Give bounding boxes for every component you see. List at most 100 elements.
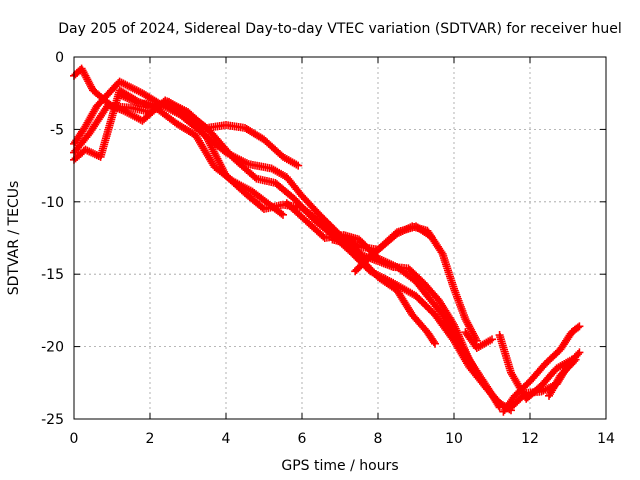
data-point: [159, 100, 168, 109]
data-point: [420, 324, 429, 333]
data-point: [554, 375, 563, 384]
series-track-8: [351, 222, 481, 345]
data-point: [132, 98, 141, 107]
data-point: [570, 357, 579, 366]
x-tick-label: 8: [374, 431, 383, 447]
grid: [74, 57, 606, 419]
data-point: [200, 130, 209, 139]
data-point: [355, 248, 364, 257]
data-point: [359, 258, 368, 267]
x-tick-label: 12: [521, 431, 539, 447]
y-tick-label: -15: [41, 267, 64, 283]
data-point: [486, 336, 495, 345]
data-points: [70, 64, 584, 416]
data-point: [298, 213, 307, 222]
data-point: [341, 239, 350, 248]
data-point: [492, 397, 501, 406]
data-point: [169, 116, 178, 125]
data-point: [406, 307, 415, 316]
data-point: [428, 307, 437, 316]
data-point: [436, 246, 445, 255]
data-point: [573, 323, 582, 332]
data-point: [568, 358, 577, 367]
data-point: [428, 336, 437, 345]
data-point: [269, 178, 278, 187]
data-point: [534, 384, 543, 393]
data-point: [242, 159, 251, 168]
series-track-5: [115, 90, 439, 348]
data-point: [371, 269, 380, 278]
data-point: [387, 262, 396, 271]
y-tick-label: -10: [41, 195, 64, 211]
data-point: [572, 324, 581, 333]
data-point: [494, 398, 503, 407]
data-point: [101, 104, 110, 113]
data-point: [295, 203, 304, 212]
data-point: [265, 164, 274, 173]
series-track-11: [495, 331, 576, 403]
data-point: [478, 377, 487, 386]
data-point: [287, 192, 296, 201]
axis-ticks: 0 2 4 6 8 10 12 14 0 -5 -10 -15 -20 -25: [41, 50, 615, 447]
data-point: [553, 348, 562, 357]
data-point: [87, 82, 96, 91]
chart-title: Day 205 of 2024, Sidereal Day-to-day VTE…: [58, 21, 621, 37]
data-point: [449, 282, 458, 291]
data-point: [249, 171, 258, 180]
data-point: [372, 256, 381, 265]
x-tick-label: 4: [222, 431, 231, 447]
data-point: [506, 366, 515, 375]
series-track-3: [70, 96, 515, 415]
data-point: [549, 367, 558, 376]
data-point: [237, 186, 246, 195]
data-point: [112, 80, 121, 89]
data-point: [573, 350, 582, 359]
data-point: [402, 264, 411, 273]
data-point: [188, 129, 197, 138]
data-point: [203, 125, 212, 134]
data-point: [78, 148, 87, 157]
series-track-13: [545, 355, 580, 400]
data-point: [389, 283, 398, 292]
data-point: [292, 160, 301, 169]
data-point: [82, 133, 91, 142]
data-point: [317, 231, 326, 240]
data-point: [79, 125, 88, 134]
data-point: [522, 380, 531, 389]
data-point: [275, 208, 284, 217]
data-point: [432, 293, 441, 302]
y-tick-label: -25: [41, 412, 64, 428]
data-point: [470, 340, 479, 349]
x-tick-label: 6: [298, 431, 307, 447]
data-point: [374, 245, 383, 254]
series-track-6: [282, 199, 504, 412]
data-point: [460, 313, 469, 322]
data-point: [256, 202, 265, 211]
x-tick-label: 10: [445, 431, 463, 447]
data-point: [90, 105, 99, 114]
x-tick-label: 2: [146, 431, 155, 447]
y-axis-label: SDTVAR / TECUs: [6, 181, 22, 296]
y-tick-label: -20: [41, 340, 64, 356]
data-point: [277, 209, 286, 218]
data-point: [420, 288, 429, 297]
data-point: [429, 338, 438, 347]
data-point: [437, 248, 446, 257]
data-point: [538, 363, 547, 372]
data-point: [313, 215, 322, 224]
series-track-7: [328, 235, 504, 409]
data-point: [256, 133, 265, 142]
data-point: [319, 232, 328, 241]
data-point: [389, 232, 398, 241]
plot-frame: [73, 56, 607, 420]
data-point: [447, 317, 456, 326]
data-point: [295, 188, 304, 197]
data-point: [117, 105, 126, 114]
data-point: [275, 150, 284, 159]
data-point: [572, 351, 581, 360]
data-point: [565, 331, 574, 340]
data-point: [226, 151, 235, 160]
y-tick-label: 0: [55, 50, 64, 66]
x-axis-label: GPS time / hours: [281, 458, 398, 474]
